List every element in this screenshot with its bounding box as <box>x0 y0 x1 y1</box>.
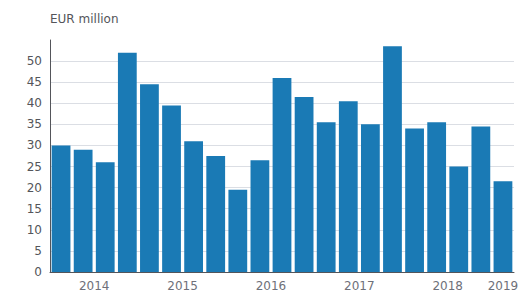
svg-text:2015: 2015 <box>167 279 198 293</box>
svg-text:10: 10 <box>27 223 42 237</box>
svg-text:15: 15 <box>27 202 42 216</box>
svg-text:5: 5 <box>34 244 42 258</box>
svg-text:50: 50 <box>27 54 42 68</box>
svg-text:40: 40 <box>27 96 42 110</box>
svg-text:EUR million: EUR million <box>50 12 119 26</box>
svg-text:2018: 2018 <box>432 279 463 293</box>
svg-text:2016: 2016 <box>256 279 287 293</box>
svg-text:2014: 2014 <box>79 279 110 293</box>
svg-text:20: 20 <box>27 181 42 195</box>
svg-text:45: 45 <box>27 75 42 89</box>
svg-text:2017: 2017 <box>344 279 375 293</box>
svg-text:35: 35 <box>27 117 42 131</box>
svg-text:30: 30 <box>27 138 42 152</box>
svg-text:2019: 2019 <box>488 279 519 293</box>
svg-text:0: 0 <box>34 265 42 279</box>
svg-text:25: 25 <box>27 160 42 174</box>
